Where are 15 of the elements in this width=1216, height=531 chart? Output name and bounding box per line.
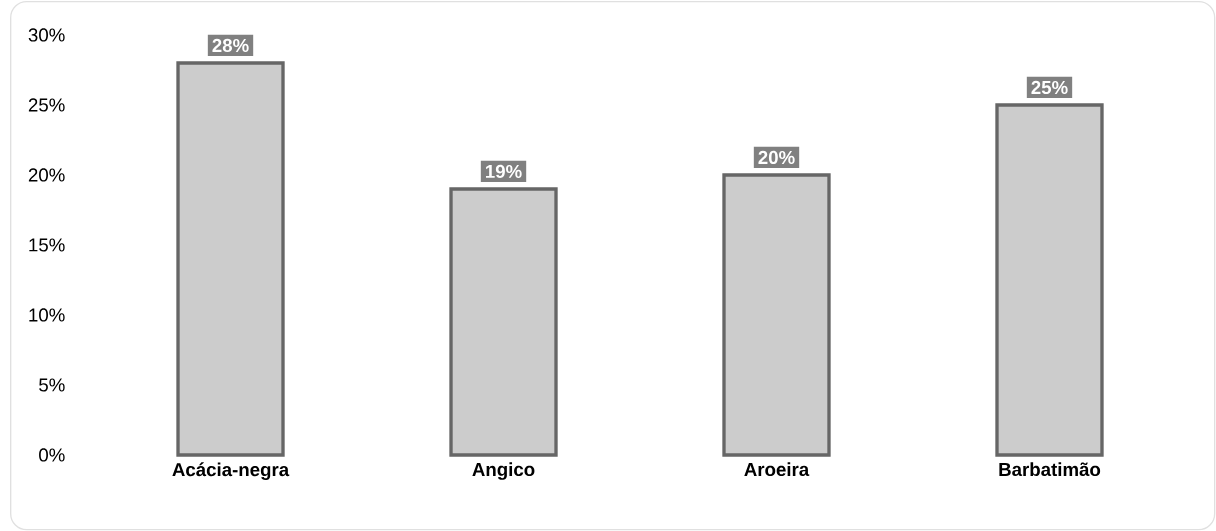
y-tick-label: 0%	[39, 448, 65, 462]
y-tick-label: 20%	[28, 168, 65, 182]
y-tick-label: 30%	[28, 28, 65, 42]
y-tick-label: 15%	[29, 238, 65, 252]
x-tick-label: Angico	[472, 462, 535, 480]
data-label: 20%	[758, 150, 795, 165]
data-label: 25%	[1031, 80, 1068, 95]
y-tick-label: 10%	[29, 308, 65, 322]
y-tick-label: 25%	[28, 98, 65, 112]
x-tick-label: Aroeira	[744, 462, 810, 477]
x-tick-label: Acácia-negra	[172, 462, 290, 480]
data-label: 19%	[486, 164, 522, 179]
data-label: 28%	[212, 38, 249, 53]
y-tick-label: 5%	[39, 378, 65, 392]
x-tick-label: Barbatimão	[999, 462, 1101, 477]
